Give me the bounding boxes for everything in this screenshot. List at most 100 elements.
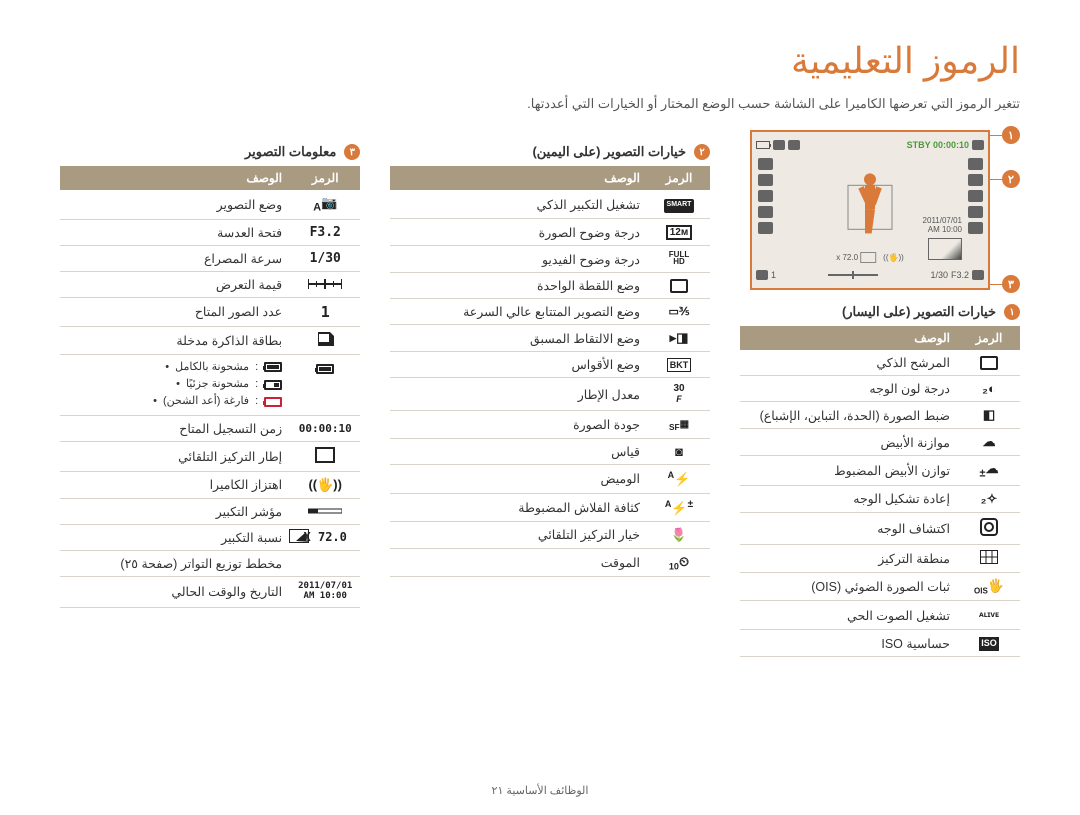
voice-rec-icon: ᴀʟɪᴠᴇ (979, 610, 999, 624)
section-1: ١ ٢ ٣ STBY 00:00:10 (740, 130, 1020, 657)
shots-left-icon: 1 (316, 303, 334, 321)
frame-rate-icon: 30F (670, 383, 688, 405)
row-desc: كثافة الفلاش المضبوطة (390, 493, 648, 521)
rec-time-icon: 00:00:10 (299, 422, 352, 436)
row-desc: ثبات الصورة الضوئي (OIS) (740, 572, 958, 601)
section-2-title: خيارات التصوير (على اليمين) (532, 144, 686, 160)
bracket-icon: BKT (667, 358, 692, 372)
row-desc: إطار التركيز التلقائي (60, 441, 290, 471)
face-tone-icon: ◐₂ (980, 381, 998, 396)
shoot-mode-icon: 📷A (313, 195, 337, 214)
right-icon (968, 206, 983, 218)
section-3: ٣ معلومات التصوير الرمز الوصف 📷Aوضع التص… (60, 130, 360, 657)
right-icon (968, 190, 983, 202)
row-desc: وضع اللقطة الواحدة (390, 273, 648, 299)
datetime-icon: 2011/07/0110:00 AM (298, 582, 352, 602)
top-icon (788, 140, 800, 150)
row-desc: وضع التصوير المتتابع عالي السرعة (390, 299, 648, 325)
row-desc: زمن التسجيل المتاح (60, 415, 290, 441)
bottom-icon (972, 270, 984, 280)
row-desc: وضع التصوير (60, 190, 290, 219)
row-desc: مؤشر التكبير (60, 498, 290, 524)
card-bottom-icon (756, 270, 768, 280)
table-1: الرمز الوصف المرشح الذكي ◐₂ درجة لون الوج… (740, 326, 1020, 657)
th-icon: الرمز (958, 326, 1020, 350)
row-desc: الوميض (390, 465, 648, 493)
flash-ev-icon: ±⚡A (665, 499, 693, 516)
memory-icon (316, 332, 334, 349)
camera-preview: ١ ٢ ٣ STBY 00:00:10 (740, 130, 1020, 290)
section-1-title: خيارات التصوير (على اليسار) (842, 304, 996, 320)
mode-icon (972, 140, 984, 150)
subject-silhouette (850, 169, 890, 239)
iso-icon: ISO (979, 637, 999, 651)
stby-text: STBY 00:00:10 (907, 140, 969, 150)
row-desc: الموقت (390, 548, 648, 577)
battery-desc: : مشحونة بالكامل • : مشحونة جزئيًا • : ف… (60, 354, 290, 415)
image-adjust-icon: ◧ (980, 407, 998, 423)
row-desc: درجة وضوح الصورة (390, 219, 648, 246)
right-icon (968, 222, 983, 234)
left-icon (758, 206, 773, 218)
timer-icon: ⏲10 (669, 554, 689, 572)
row-desc: حساسية ISO (740, 630, 958, 657)
right-icon (968, 174, 983, 186)
bullet-3: ٣ (344, 144, 360, 160)
section-3-title: معلومات التصوير (245, 144, 336, 160)
smart-guide-icon (980, 356, 998, 370)
row-desc: قيمة التعرض (60, 271, 290, 297)
precapture-icon: ◨▸ (670, 330, 689, 346)
count-text: 1 (771, 270, 776, 280)
row-desc: نسبة التكبير (60, 524, 290, 550)
left-icon (758, 158, 773, 170)
af-frame-icon (315, 447, 335, 466)
quality-icon: ▦SF (669, 419, 689, 433)
table-2: الرمز الوصف SMARTتشغيل التكبير الذكي 12м… (390, 166, 710, 577)
shake-icon: ((🖐)) (308, 477, 342, 493)
row-desc: وضع الالتقاط المسبق (390, 325, 648, 352)
shutter-icon: 1/30 (310, 251, 341, 266)
right-icon (968, 158, 983, 170)
row-desc: تشغيل التكبير الذكي (390, 190, 648, 219)
row-desc: درجة لون الوجه (740, 376, 958, 402)
shutter-text: 1/30 (930, 270, 948, 280)
row-desc: قياس (390, 439, 648, 465)
row-desc: درجة وضوح الفيديو (390, 246, 648, 273)
cam-time: 10:00 AM (923, 225, 962, 234)
histogram-preview (928, 238, 962, 260)
row-desc: وضع الأقواس (390, 352, 648, 378)
row-desc: إعادة تشكيل الوجه (740, 485, 958, 512)
histogram-icon (289, 529, 309, 543)
metering-icon: ◙ (670, 444, 688, 459)
th-icon: الرمز (290, 166, 360, 190)
callout-3: ٣ (1002, 275, 1020, 293)
th-desc: الوصف (390, 166, 648, 190)
left-icon (758, 174, 773, 186)
battery-icon (316, 364, 334, 374)
zoom-ratio-icon: X 72.0 (304, 530, 347, 544)
ev-icon (308, 277, 342, 292)
row-desc: التاريخ والوقت الحالي (60, 576, 290, 607)
page-subtitle: تتغير الرموز التي تعرضها الكاميرا على ال… (60, 96, 1020, 112)
row-desc: ضبط الصورة (الحدة، التباين، الإشباع) (740, 402, 958, 429)
wb-shift-icon: ☁± (980, 461, 999, 480)
row-desc: معدل الإطار (390, 378, 648, 411)
smart-zoom-icon: SMART (664, 199, 695, 213)
zoom-indicator: ((🖐)) x 72.0 (836, 253, 904, 262)
th-desc: الوصف (740, 326, 958, 350)
callout-2: ٢ (1002, 170, 1020, 188)
row-desc: تشغيل الصوت الحي (740, 601, 958, 630)
row-desc: عدد الصور المتاح (60, 297, 290, 326)
row-desc: المرشح الذكي (740, 350, 958, 376)
cam-date: 2011/07/01 (923, 216, 962, 225)
row-desc: خيار التركيز التلقائي (390, 521, 648, 548)
row-desc: اهتزاز الكاميرا (60, 471, 290, 498)
row-desc: بطاقة الذاكرة مدخلة (60, 326, 290, 354)
zoom-ind-icon (308, 504, 342, 519)
left-icon (758, 190, 773, 202)
section-2: ٢ خيارات التصوير (على اليمين) الرمز الوص… (390, 130, 710, 657)
face-retouch-icon: ✧₂ (980, 491, 998, 507)
bullet-1: ١ (1004, 304, 1020, 320)
page-footer: الوظائف الأساسية ٢١ (492, 784, 589, 797)
row-desc: منطقة التركيز (740, 544, 958, 572)
